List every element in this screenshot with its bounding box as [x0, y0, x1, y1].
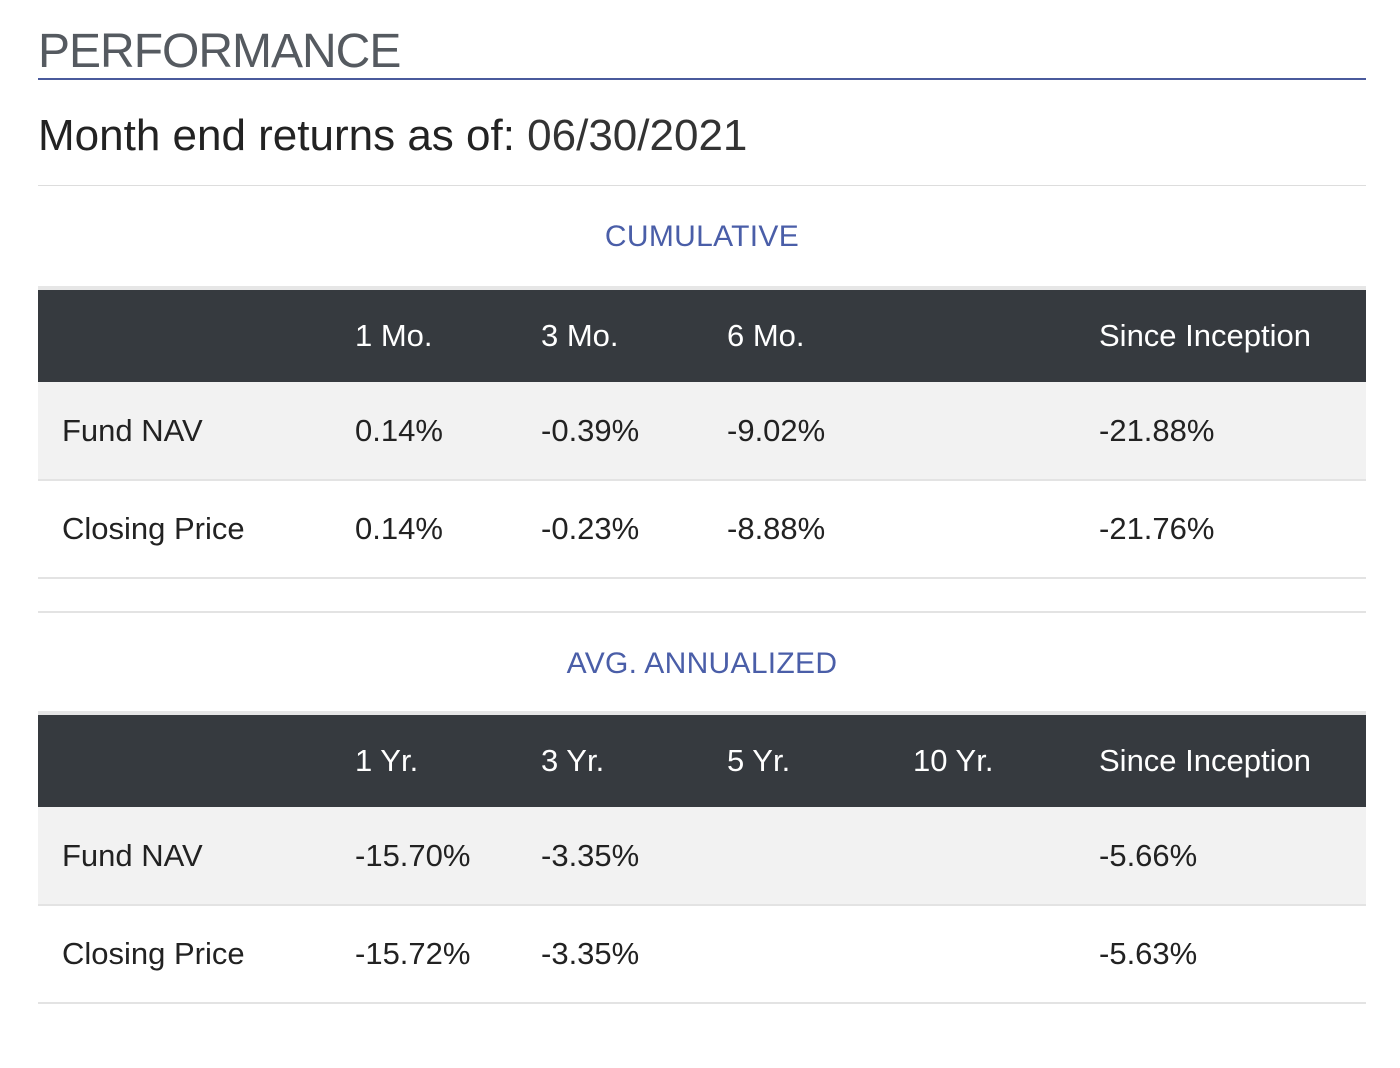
table-cell: [703, 807, 889, 905]
table-cell: -15.72%: [355, 936, 471, 971]
table-cell: [889, 480, 1075, 578]
table-cell: -8.88%: [727, 511, 826, 546]
column-header-3mo: 3 Mo.: [541, 318, 619, 353]
section-spacer: [38, 579, 1366, 611]
table-cell: 0.14%: [355, 511, 443, 546]
row-label: Fund NAV: [62, 412, 203, 448]
table-row: Closing Price 0.14% -0.23% -8.88% -21.76…: [38, 480, 1366, 578]
column-header-3yr: 3 Yr.: [541, 743, 605, 778]
row-label: Closing Price: [62, 511, 245, 546]
table-cell: -5.66%: [1099, 837, 1198, 873]
table-cell: -21.76%: [1099, 511, 1215, 546]
table-cell: [703, 905, 889, 1003]
table-cell: -3.35%: [541, 936, 640, 971]
table-row: Fund NAV -15.70% -3.35% -5.66%: [38, 807, 1366, 905]
column-header-empty: [889, 288, 1075, 382]
row-label: Fund NAV: [62, 837, 203, 873]
table-header-row: 1 Mo. 3 Mo. 6 Mo. Since Inception: [38, 288, 1366, 382]
cumulative-title: CUMULATIVE: [38, 186, 1366, 286]
as-of-date: 06/30/2021: [527, 111, 748, 160]
table-row: Closing Price -15.72% -3.35% -5.63%: [38, 905, 1366, 1003]
as-of-row: Month end returns as of: 06/30/2021: [38, 80, 1366, 186]
annualized-table: 1 Yr. 3 Yr. 5 Yr. 10 Yr. Since Inception…: [38, 711, 1366, 1004]
column-header-1mo: 1 Mo.: [355, 318, 433, 353]
column-header-6mo: 6 Mo.: [727, 318, 805, 353]
column-header-since-inception: Since Inception: [1099, 318, 1311, 353]
table-row: Fund NAV 0.14% -0.39% -9.02% -21.88%: [38, 382, 1366, 480]
table-cell: -0.23%: [541, 511, 640, 546]
table-cell: [889, 382, 1075, 480]
performance-panel: PERFORMANCE Month end returns as of: 06/…: [38, 0, 1366, 1004]
table-cell: -3.35%: [541, 837, 640, 873]
table-cell: [889, 807, 1075, 905]
table-cell: -5.63%: [1099, 936, 1198, 971]
cumulative-title-text: CUMULATIVE: [604, 220, 800, 253]
column-header-since-inception: Since Inception: [1099, 743, 1311, 778]
table-cell: -9.02%: [727, 412, 826, 448]
column-header-10yr: 10 Yr.: [913, 743, 994, 778]
table-cell: -21.88%: [1099, 412, 1215, 448]
table-cell: [889, 905, 1075, 1003]
annualized-title: AVG. ANNUALIZED: [38, 611, 1366, 711]
section-title: PERFORMANCE: [38, 25, 401, 78]
cumulative-table: 1 Mo. 3 Mo. 6 Mo. Since Inception Fund N…: [38, 286, 1366, 579]
as-of-text: Month end returns as of: 06/30/2021: [38, 114, 747, 158]
column-header: [38, 713, 331, 807]
column-header: [38, 288, 331, 382]
table-header-row: 1 Yr. 3 Yr. 5 Yr. 10 Yr. Since Inception: [38, 713, 1366, 807]
annualized-title-text: AVG. ANNUALIZED: [566, 647, 838, 680]
column-header-1yr: 1 Yr.: [355, 743, 419, 778]
table-cell: -15.70%: [355, 837, 471, 873]
section-header: PERFORMANCE: [38, 0, 1366, 80]
as-of-label: Month end returns as of:: [38, 111, 515, 160]
column-header-5yr: 5 Yr.: [727, 743, 791, 778]
table-cell: -0.39%: [541, 412, 640, 448]
row-label: Closing Price: [62, 936, 245, 971]
table-cell: 0.14%: [355, 412, 443, 448]
